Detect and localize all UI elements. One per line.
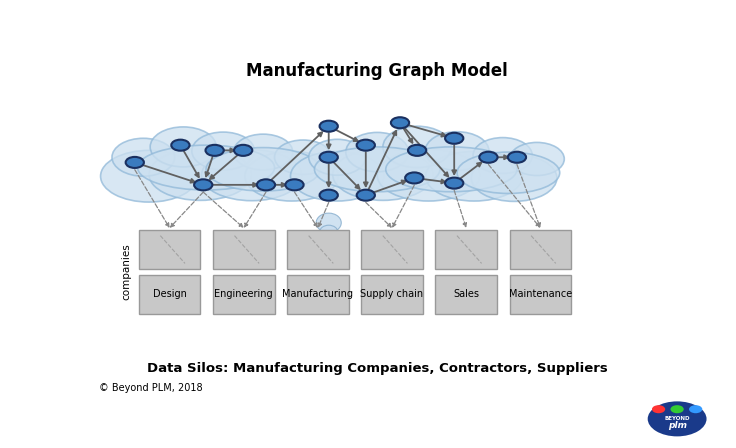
- FancyBboxPatch shape: [361, 275, 422, 314]
- FancyBboxPatch shape: [509, 230, 571, 269]
- Text: Manufacturing Graph Model: Manufacturing Graph Model: [247, 62, 508, 80]
- FancyBboxPatch shape: [436, 275, 497, 314]
- Ellipse shape: [112, 138, 174, 176]
- FancyBboxPatch shape: [139, 275, 200, 314]
- Ellipse shape: [206, 147, 320, 191]
- Ellipse shape: [319, 225, 338, 239]
- Text: Sales: Sales: [453, 289, 479, 299]
- Circle shape: [357, 140, 375, 151]
- Text: plm: plm: [668, 421, 687, 430]
- Circle shape: [319, 121, 338, 132]
- Ellipse shape: [233, 134, 293, 170]
- Circle shape: [652, 405, 665, 413]
- Ellipse shape: [333, 149, 433, 200]
- FancyBboxPatch shape: [509, 275, 571, 314]
- Text: companies: companies: [121, 244, 131, 300]
- FancyBboxPatch shape: [139, 230, 200, 269]
- FancyBboxPatch shape: [213, 275, 275, 314]
- Circle shape: [257, 179, 275, 190]
- Ellipse shape: [314, 147, 440, 192]
- Text: © Beyond PLM, 2018: © Beyond PLM, 2018: [99, 383, 202, 392]
- Ellipse shape: [509, 142, 565, 176]
- Ellipse shape: [245, 151, 339, 201]
- Text: Manufacturing: Manufacturing: [283, 289, 353, 299]
- Circle shape: [445, 133, 464, 144]
- Circle shape: [445, 177, 464, 189]
- Circle shape: [479, 152, 498, 163]
- Text: Design: Design: [152, 289, 186, 299]
- Ellipse shape: [322, 233, 336, 244]
- Circle shape: [194, 179, 213, 190]
- Ellipse shape: [425, 151, 523, 201]
- Ellipse shape: [149, 149, 252, 200]
- Text: Maintenance: Maintenance: [509, 289, 572, 299]
- Ellipse shape: [386, 147, 517, 192]
- Text: Engineering: Engineering: [214, 289, 273, 299]
- Circle shape: [689, 405, 702, 413]
- Ellipse shape: [309, 139, 366, 175]
- Circle shape: [670, 405, 684, 413]
- Circle shape: [319, 152, 338, 163]
- Circle shape: [408, 145, 426, 156]
- Ellipse shape: [138, 145, 275, 190]
- Circle shape: [205, 145, 224, 156]
- Circle shape: [171, 140, 190, 151]
- FancyBboxPatch shape: [213, 230, 275, 269]
- Circle shape: [391, 117, 409, 128]
- Ellipse shape: [346, 133, 408, 172]
- Ellipse shape: [377, 149, 480, 201]
- Circle shape: [286, 179, 304, 190]
- FancyBboxPatch shape: [287, 230, 349, 269]
- Ellipse shape: [192, 132, 255, 170]
- Ellipse shape: [457, 152, 559, 194]
- Ellipse shape: [316, 213, 342, 233]
- Ellipse shape: [291, 151, 384, 201]
- Circle shape: [405, 172, 423, 184]
- FancyBboxPatch shape: [361, 230, 422, 269]
- Circle shape: [234, 145, 252, 156]
- Circle shape: [508, 152, 526, 163]
- Ellipse shape: [425, 132, 489, 170]
- Circle shape: [319, 190, 338, 201]
- Circle shape: [647, 401, 707, 437]
- FancyBboxPatch shape: [436, 230, 497, 269]
- Ellipse shape: [471, 155, 557, 202]
- Circle shape: [357, 190, 375, 201]
- Text: Supply chain: Supply chain: [361, 289, 424, 299]
- Text: BEYOND: BEYOND: [665, 416, 690, 421]
- Ellipse shape: [275, 140, 331, 174]
- Ellipse shape: [202, 150, 302, 201]
- Ellipse shape: [473, 138, 532, 173]
- Ellipse shape: [150, 127, 216, 167]
- Circle shape: [126, 157, 144, 168]
- Ellipse shape: [383, 126, 451, 168]
- Ellipse shape: [101, 151, 197, 202]
- Text: Data Silos: Manufacturing Companies, Contractors, Suppliers: Data Silos: Manufacturing Companies, Con…: [146, 362, 608, 375]
- FancyBboxPatch shape: [287, 275, 349, 314]
